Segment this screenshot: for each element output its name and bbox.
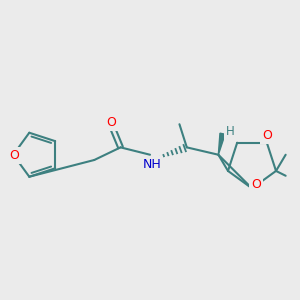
Text: O: O (251, 178, 261, 191)
Text: NH: NH (143, 158, 161, 171)
Text: O: O (106, 116, 116, 129)
Text: O: O (262, 129, 272, 142)
Text: H: H (226, 125, 234, 138)
Text: O: O (9, 149, 19, 162)
Polygon shape (218, 133, 225, 155)
